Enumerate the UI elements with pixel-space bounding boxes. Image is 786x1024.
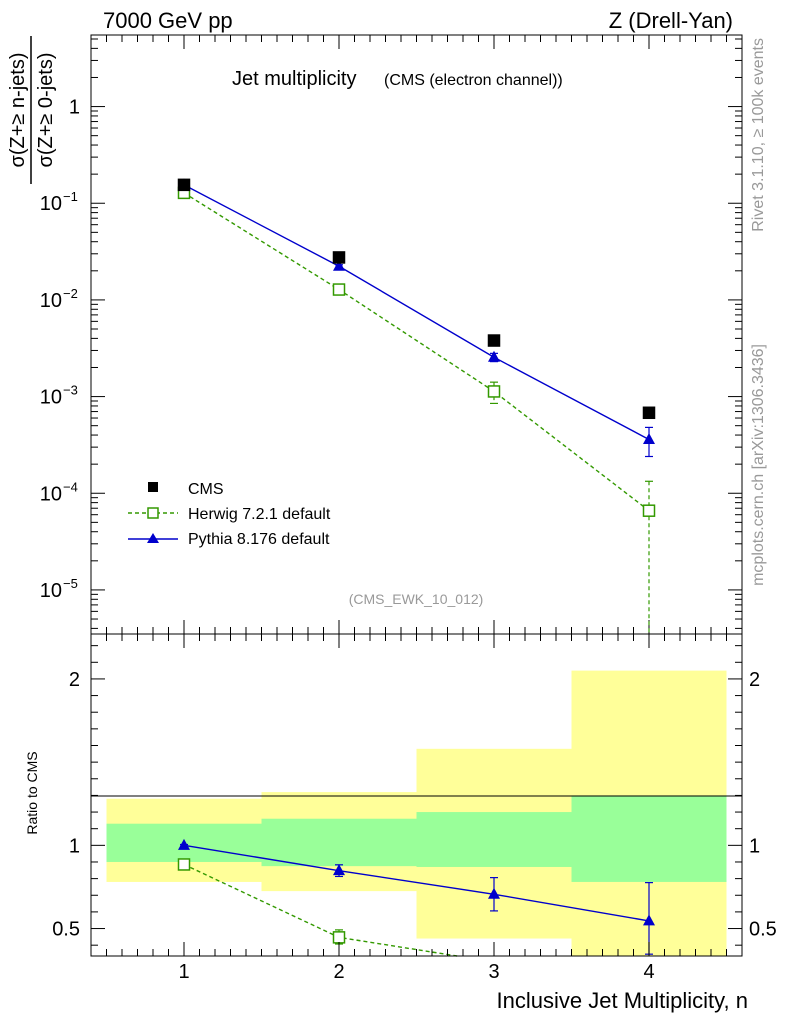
rivet-label: Rivet 3.1.10, ≥ 100k events — [750, 38, 767, 232]
ratio-y-tick-label-right: 2 — [749, 669, 760, 691]
legend: CMS Herwig 7.2.1 default Pythia 8.176 de… — [128, 481, 331, 548]
x-tick-label: 3 — [488, 961, 499, 983]
data-point-pythia — [333, 259, 345, 271]
ratio-y-label: Ratio to CMS — [24, 751, 40, 834]
data-point-herwig — [332, 283, 346, 296]
ratio-point-pythia — [643, 914, 655, 926]
main-series — [177, 178, 656, 634]
legend-marker-pythia — [147, 533, 159, 543]
y-tick-label: 10 — [40, 387, 62, 409]
ratio-y-tick-label-left: 2 — [69, 669, 80, 691]
data-point-cms — [487, 334, 501, 347]
data-point-cms — [177, 178, 191, 192]
ratio-point-pythia — [333, 864, 345, 876]
legend-marker-cms — [148, 482, 158, 492]
x-axis-label: Inclusive Jet Multiplicity, n — [497, 988, 748, 1013]
main-title: Jet multiplicity — [232, 68, 356, 90]
y-tick-exponent: −3 — [63, 383, 78, 398]
y-tick-label: 10 — [40, 290, 62, 312]
watermark: (CMS_EWK_10_012) — [349, 591, 484, 607]
data-point-pythia — [643, 432, 655, 444]
ratio-series-line — [183, 844, 650, 922]
legend-label-pythia: Pythia 8.176 default — [188, 531, 330, 548]
header-left: 7000 GeV pp — [103, 8, 233, 33]
y-tick-label: 10 — [40, 483, 62, 505]
y-tick-exponent: −2 — [63, 286, 78, 301]
y-tick-exponent: −5 — [63, 576, 78, 591]
legend-marker-herwig — [147, 507, 159, 519]
y-tick-exponent: −4 — [63, 479, 78, 494]
legend-label-herwig: Herwig 7.2.1 default — [188, 506, 331, 523]
data-point-cms — [642, 406, 656, 420]
ratio-point-herwig — [177, 858, 191, 871]
main-y-ticks: 10 −510 −410 −310 −210 −11 — [40, 38, 742, 629]
ratio-band-inner — [416, 812, 572, 867]
x-tick-label: 4 — [643, 961, 654, 983]
y-tick-label: 1 — [69, 97, 80, 119]
ratio-y-tick-label-left: 1 — [69, 835, 80, 857]
y-label-numerator: σ(Z+≥ n-jets) — [7, 53, 29, 168]
ratio-y-tick-label-right: 0.5 — [749, 919, 777, 941]
ratio-y-tick-label-left: 0.5 — [52, 919, 80, 941]
data-point-herwig — [487, 385, 501, 398]
ratio-point-herwig — [332, 931, 346, 944]
ratio-panel: 0.5 0.5 1 1 2 2 1 2 3 4 Ratio to CMS Inclusive J… — [24, 633, 777, 1013]
mcplots-label: mcplots.cern.ch [arXiv:1306.3436] — [750, 344, 767, 586]
main-subtitle: (CMS (electron channel)) — [384, 72, 563, 89]
ratio-y-ticks: 0.5 0.5 1 1 2 2 — [52, 645, 777, 946]
ratio-point-pythia — [178, 838, 190, 850]
ratio-band-inner — [261, 818, 417, 867]
ratio-bands — [106, 670, 727, 956]
main-panel: Jet multiplicity (CMS (electron channel)… — [7, 34, 743, 635]
header-right: Z (Drell-Yan) — [609, 8, 733, 33]
series-line — [183, 192, 650, 512]
x-tick-label: 1 — [178, 961, 189, 983]
data-point-herwig — [642, 504, 656, 517]
legend-label-cms: CMS — [188, 481, 224, 498]
ratio-x-ticks: 1 2 3 4 — [106, 634, 727, 983]
data-point-pythia — [488, 350, 500, 362]
ratio-y-tick-label-right: 1 — [749, 835, 760, 857]
ratio-band-inner — [571, 795, 727, 882]
y-label-denominator: σ(Z+≥ 0-jets) — [35, 53, 57, 168]
y-tick-label: 10 — [40, 580, 62, 602]
series-line — [183, 184, 650, 441]
y-tick-exponent: −1 — [63, 189, 78, 204]
ratio-point-pythia — [488, 887, 500, 899]
data-point-cms — [332, 251, 346, 264]
y-tick-label: 10 — [40, 193, 62, 215]
main-x-ticks — [106, 35, 727, 634]
x-tick-label: 2 — [333, 961, 344, 983]
